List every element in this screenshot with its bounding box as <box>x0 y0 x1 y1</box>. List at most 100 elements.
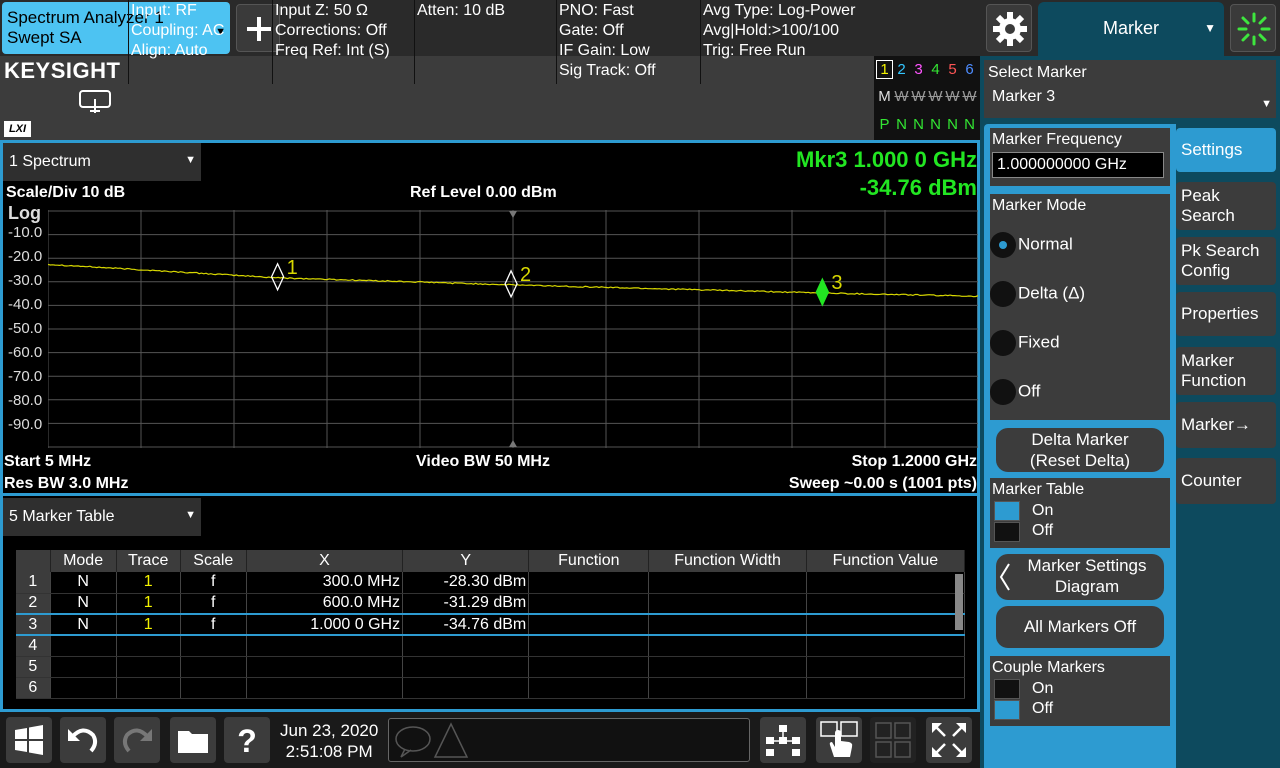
trigger-info: Trig: Free Run <box>703 42 806 59</box>
marker-readout-frequency: Mkr3 1.000 0 GHz <box>796 147 977 172</box>
select-marker-label: Select Marker <box>988 64 1087 81</box>
mode-tab-title: Spectrum Analyzer 1 <box>7 8 164 27</box>
spectrum-window[interactable] <box>0 140 980 496</box>
col-header-trace: Trace <box>116 550 181 572</box>
atten-info: Atten: 10 dB <box>417 2 506 19</box>
expand-arrows-icon <box>932 723 966 757</box>
all-markers-off-button[interactable]: All Markers Off <box>996 606 1164 648</box>
marker-3-diamond[interactable] <box>815 277 830 307</box>
sig-track-info: Sig Track: Off <box>559 62 656 79</box>
trace-5-detector: N <box>947 116 958 133</box>
y-tick-label: -80.0 <box>8 392 43 409</box>
couple-markers-toggle-group[interactable]: Couple Markers On Off <box>990 656 1170 726</box>
col-header-function-value: Function Value <box>806 550 966 572</box>
marker-table-window-tab[interactable]: 5 Marker Table ▼ <box>3 498 201 536</box>
table-row[interactable]: 3 N 1 f 1.000 0 GHz -34.76 dBm <box>16 613 966 636</box>
full-screen-button[interactable] <box>926 717 972 763</box>
undo-icon <box>68 728 98 753</box>
undo-button[interactable] <box>60 717 106 763</box>
status-indicator-button[interactable] <box>1230 4 1276 52</box>
function-cell <box>528 593 650 615</box>
graticule-grid <box>48 210 978 448</box>
marker-1-diamond[interactable] <box>270 262 285 292</box>
touch-lock-button[interactable] <box>816 717 862 763</box>
help-button[interactable]: ? <box>224 717 270 763</box>
table-row[interactable]: 1 N 1 f 300.0 MHz -28.30 dBm <box>16 572 966 594</box>
info-impedance-column[interactable]: Input Z: 50 Ω Corrections: Off Freq Ref:… <box>272 0 414 84</box>
y-tick-label: -60.0 <box>8 344 43 361</box>
mode-tab[interactable]: Spectrum Analyzer 1 Swept SA ▼ <box>2 2 230 54</box>
select-marker-dropdown[interactable]: Select Marker Marker 3 ▼ <box>984 60 1276 118</box>
function-width-cell <box>648 572 807 594</box>
marker-3-label: 3 <box>831 272 842 294</box>
tab-peak-search[interactable]: Peak Search <box>1176 182 1276 230</box>
tab-marker-to[interactable]: Marker→ <box>1176 402 1276 448</box>
y-cell <box>402 656 530 678</box>
zoom-window-button[interactable] <box>870 717 916 763</box>
couple-markers-off-label: Off <box>1032 700 1054 717</box>
marker-mode-delta-radio[interactable]: Delta (Δ) <box>990 281 1085 307</box>
video-bw-label[interactable]: Video BW 50 MHz <box>416 453 550 470</box>
marker-mode-normal-radio[interactable]: Normal <box>990 232 1073 258</box>
marker-mode-label: Marker Mode <box>992 197 1087 214</box>
redo-icon <box>122 728 152 753</box>
message-area[interactable] <box>388 718 750 762</box>
res-bw-label[interactable]: Res BW 3.0 MHz <box>4 475 129 492</box>
delta-marker-button[interactable]: Delta Marker (Reset Delta) <box>996 428 1164 472</box>
marker-table[interactable]: Mode Trace Scale X Y Function Function W… <box>16 550 966 699</box>
ref-level-label[interactable]: Ref Level 0.00 dBm <box>410 184 557 201</box>
scale-cell: f <box>180 613 247 636</box>
tab-marker-function[interactable]: Marker Function <box>1176 347 1276 395</box>
function-value-cell <box>806 656 966 678</box>
marker-table-toggle-group[interactable]: Marker Table On Off <box>990 478 1170 548</box>
marker-2-diamond[interactable] <box>504 269 518 299</box>
x-cell: 600.0 MHz <box>246 593 404 615</box>
col-header-mode: Mode <box>50 550 117 572</box>
window-layout-icon <box>766 725 800 756</box>
table-row[interactable]: 5 <box>16 656 966 678</box>
row-index: 3 <box>16 613 51 636</box>
marker-mode-off-radio[interactable]: Off <box>990 379 1040 405</box>
dropdown-arrow-icon: ▼ <box>185 509 196 521</box>
redo-button[interactable] <box>114 717 160 763</box>
tab-label: Properties <box>1181 304 1259 323</box>
system-settings-button[interactable] <box>986 4 1032 52</box>
start-frequency-label[interactable]: Start 5 MHz <box>4 453 92 470</box>
pno-info: PNO: Fast <box>559 2 634 19</box>
menu-panel-tab[interactable]: Marker ▼ <box>1038 2 1224 56</box>
if-gain-info: IF Gain: Low <box>559 42 650 59</box>
y-tick-label: -90.0 <box>8 416 43 433</box>
tab-counter[interactable]: Counter <box>1176 458 1276 504</box>
couple-markers-off-indicator <box>994 700 1020 720</box>
trace-cell <box>116 677 181 699</box>
info-bw-column[interactable]: PNO: Fast Gate: Off IF Gain: Low Sig Tra… <box>556 0 700 84</box>
file-button[interactable] <box>170 717 216 763</box>
table-row[interactable]: 4 <box>16 635 966 657</box>
table-scrollbar[interactable] <box>955 574 963 630</box>
marker-frequency-input[interactable]: 1.000000000 GHz <box>992 152 1164 178</box>
table-row[interactable]: 2 N 1 f 600.0 MHz -31.29 dBm <box>16 593 966 615</box>
tab-properties[interactable]: Properties <box>1176 292 1276 336</box>
marker-table-label: Marker Table <box>992 481 1085 498</box>
info-input-column[interactable]: Input: RF Coupling: AC Align: Auto <box>128 0 272 84</box>
avg-type-info: Avg Type: Log-Power <box>703 2 856 19</box>
function-width-cell <box>648 656 807 678</box>
tab-settings[interactable]: Settings <box>1176 128 1276 172</box>
spectrum-window-tab[interactable]: 1 Spectrum ▼ <box>3 143 201 181</box>
info-avg-column[interactable]: Avg Type: Log-Power Avg|Hold:>100/100 Tr… <box>700 0 874 84</box>
sweep-time-label[interactable]: Sweep ~0.00 s (1001 pts) <box>788 475 977 492</box>
trace-cell: 1 <box>116 613 181 636</box>
marker-settings-diagram-button[interactable]: Marker Settings Diagram <box>996 554 1164 600</box>
tab-pk-search-config[interactable]: Pk Search Config <box>1176 237 1276 285</box>
multi-window-button[interactable] <box>760 717 806 763</box>
scale-div-label[interactable]: Scale/Div 10 dB <box>6 184 126 201</box>
spectrum-graticule[interactable]: 1 2 3 <box>48 210 978 448</box>
windows-start-button[interactable] <box>6 717 52 763</box>
stop-frequency-label[interactable]: Stop 1.2000 GHz <box>851 453 977 470</box>
table-row[interactable]: 6 <box>16 677 966 699</box>
marker-mode-fixed-radio[interactable]: Fixed <box>990 330 1060 356</box>
couple-markers-label: Couple Markers <box>992 659 1105 676</box>
info-atten-column[interactable]: Atten: 10 dB <box>414 0 556 84</box>
